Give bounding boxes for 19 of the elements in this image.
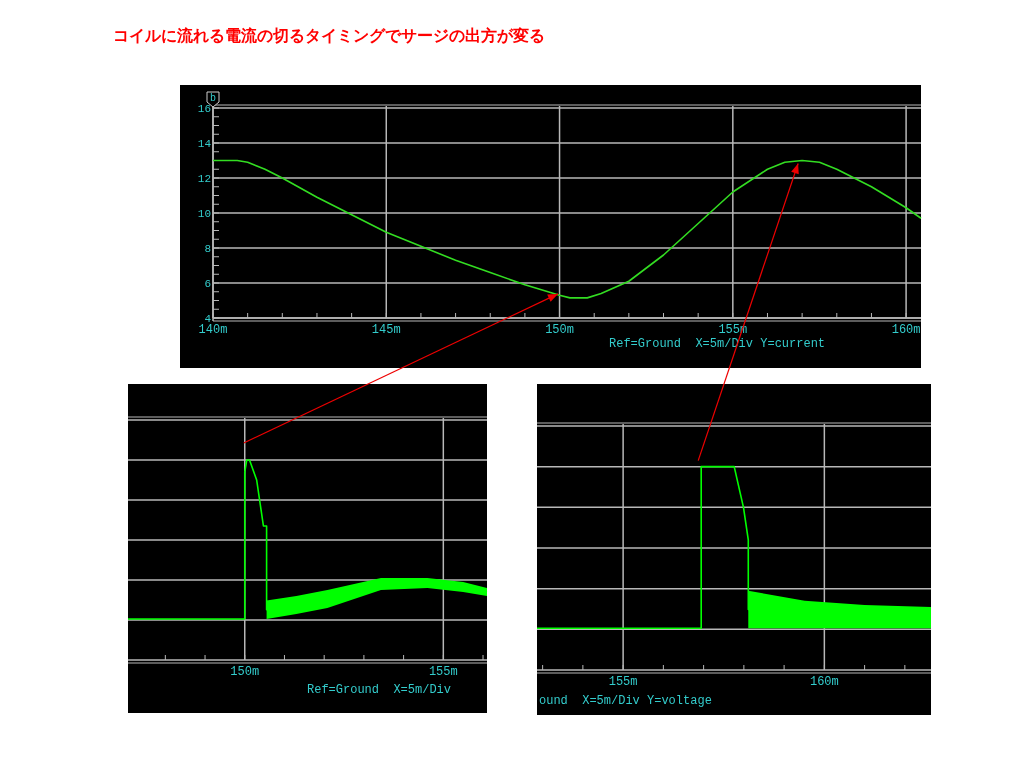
x-tick-label: 150m (230, 665, 260, 679)
y-tick-label: 14 (197, 138, 212, 150)
y-tick-label: 12 (197, 173, 211, 185)
y-tick-label: 16 (197, 103, 211, 115)
y-tick-label: 8 (204, 243, 211, 255)
x-tick-label: 145m (371, 323, 401, 337)
y-tick-label: 6 (204, 278, 211, 290)
y-tick-label: 4 (204, 313, 212, 325)
x-tick-label: 150m (545, 323, 574, 337)
x-tick-label: 155m (608, 675, 638, 689)
x-tick-label: 140m (198, 323, 228, 337)
x-tick-label: 155m (428, 665, 458, 679)
text: ound X=5m/Div Y=voltage (539, 694, 712, 708)
x-tick-label: 160m (891, 323, 921, 337)
y-tick-label: 10 (197, 208, 211, 220)
text: Ref=Ground X=5m/Div (307, 683, 452, 697)
x-tick-label: 160m (809, 675, 839, 689)
chart-title: コイルに流れる電流の切るタイミングでサージの出方が変る (113, 26, 545, 45)
text: b (209, 93, 217, 104)
